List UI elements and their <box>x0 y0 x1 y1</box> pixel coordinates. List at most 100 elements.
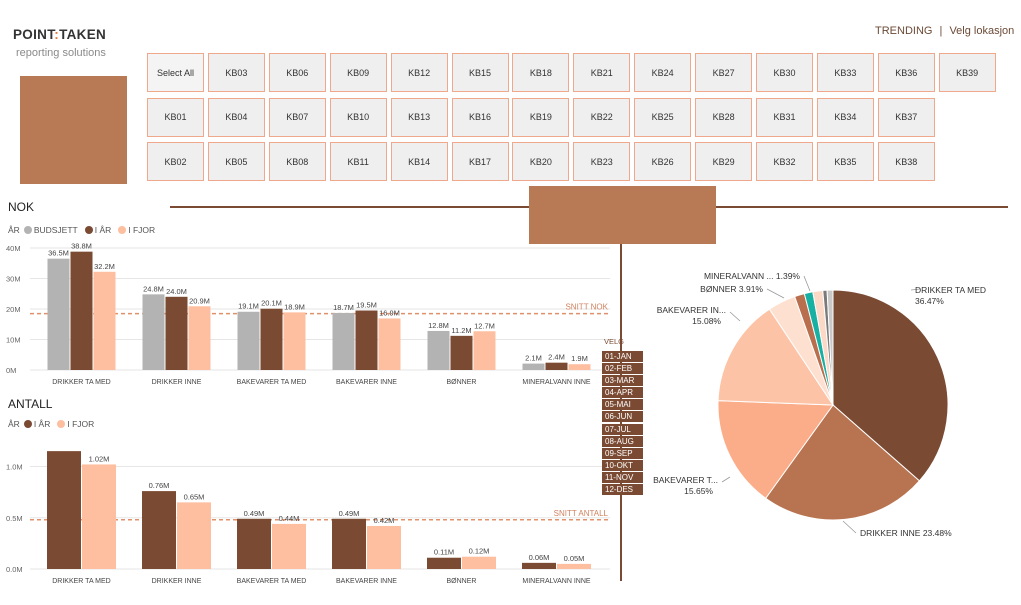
bar-bønner-2[interactable] <box>474 331 496 370</box>
data-label: 0.49M <box>339 509 360 518</box>
slicer-button-kb27[interactable]: KB27 <box>695 53 752 92</box>
slicer-button-kb35[interactable]: KB35 <box>817 142 874 181</box>
category-pie-chart: DRIKKER TA MED36.47%DRIKKER INNE 23.48%B… <box>630 255 1015 555</box>
x-category-label: BAKEVARER INNE <box>336 578 397 585</box>
bar-mineralvann-inne-0[interactable] <box>523 364 545 370</box>
slicer-button-kb09[interactable]: KB09 <box>330 53 387 92</box>
slicer-select-all-button[interactable]: Select All <box>147 53 204 92</box>
slicer-button-kb06[interactable]: KB06 <box>269 53 326 92</box>
bar-bakevarer-inne-2[interactable] <box>379 318 401 370</box>
legend-label: I FJOR <box>128 225 155 235</box>
x-category-label: MINERALVANN INNE <box>522 379 591 386</box>
bar-drikker-ta-med-0[interactable] <box>47 451 81 569</box>
slicer-button-kb14[interactable]: KB14 <box>391 142 448 181</box>
slicer-button-kb39[interactable]: KB39 <box>939 53 996 92</box>
bar-drikker-inne-1[interactable] <box>177 502 211 569</box>
logo-subtitle: reporting solutions <box>16 47 106 59</box>
data-label: 12.8M <box>428 321 449 330</box>
slicer-button-kb20[interactable]: KB20 <box>512 142 569 181</box>
slicer-button-kb11[interactable]: KB11 <box>330 142 387 181</box>
slicer-button-kb07[interactable]: KB07 <box>269 98 326 137</box>
slicer-button-kb34[interactable]: KB34 <box>817 98 874 137</box>
y-tick-label: 10M <box>6 336 21 345</box>
x-category-label: BAKEVARER TA MED <box>237 379 307 386</box>
bar-bakevarer-ta-med-0[interactable] <box>237 519 271 569</box>
bar-bakevarer-inne-0[interactable] <box>332 519 366 569</box>
slicer-button-kb03[interactable]: KB03 <box>208 53 265 92</box>
slicer-button-kb31[interactable]: KB31 <box>756 98 813 137</box>
slicer-button-kb15[interactable]: KB15 <box>452 53 509 92</box>
bar-mineralvann-inne-2[interactable] <box>569 364 591 370</box>
slicer-button-kb02[interactable]: KB02 <box>147 142 204 181</box>
data-label: 11.2M <box>451 326 471 335</box>
bar-bønner-0[interactable] <box>427 558 461 569</box>
bar-mineralvann-inne-0[interactable] <box>522 563 556 569</box>
slicer-button-kb01[interactable]: KB01 <box>147 98 204 137</box>
pie-label: BØNNER 3.91% <box>700 284 763 294</box>
divider-right <box>716 206 1008 208</box>
slicer-button-kb17[interactable]: KB17 <box>452 142 509 181</box>
bar-bakevarer-ta-med-2[interactable] <box>284 312 306 370</box>
bar-drikker-inne-0[interactable] <box>142 491 176 569</box>
slicer-button-kb22[interactable]: KB22 <box>573 98 630 137</box>
slicer-button-kb13[interactable]: KB13 <box>391 98 448 137</box>
slicer-button-kb19[interactable]: KB19 <box>512 98 569 137</box>
slicer-button-kb21[interactable]: KB21 <box>573 53 630 92</box>
nok-legend-previous[interactable]: I FJOR <box>118 225 155 235</box>
slicer-button-kb38[interactable]: KB38 <box>878 142 935 181</box>
logo-right: TAKEN <box>59 27 106 42</box>
bar-bønner-0[interactable] <box>428 331 450 370</box>
antall-legend-current[interactable]: I ÅR <box>24 419 51 429</box>
location-selector[interactable]: Velg lokasjon <box>949 25 1014 37</box>
legend-label: BUDSJETT <box>34 225 78 235</box>
slicer-button-kb23[interactable]: KB23 <box>573 142 630 181</box>
bar-mineralvann-inne-1[interactable] <box>546 363 568 370</box>
bar-drikker-inne-0[interactable] <box>143 294 165 370</box>
data-label: 0.11M <box>434 548 454 557</box>
slicer-button-kb28[interactable]: KB28 <box>695 98 752 137</box>
bar-drikker-ta-med-2[interactable] <box>94 272 116 370</box>
bar-bønner-1[interactable] <box>462 557 496 569</box>
legend-dot-icon <box>24 420 32 428</box>
slicer-button-kb10[interactable]: KB10 <box>330 98 387 137</box>
slicer-button-kb32[interactable]: KB32 <box>756 142 813 181</box>
slicer-button-kb26[interactable]: KB26 <box>634 142 691 181</box>
bar-bakevarer-ta-med-1[interactable] <box>272 524 306 569</box>
bar-bakevarer-ta-med-1[interactable] <box>261 309 283 370</box>
bar-drikker-ta-med-1[interactable] <box>82 464 116 569</box>
slicer-button-kb04[interactable]: KB04 <box>208 98 265 137</box>
bar-bakevarer-inne-1[interactable] <box>367 526 401 569</box>
bar-bakevarer-inne-0[interactable] <box>333 313 355 370</box>
divider-left <box>170 206 529 208</box>
bar-mineralvann-inne-1[interactable] <box>557 564 591 569</box>
bar-bakevarer-ta-med-0[interactable] <box>238 312 260 370</box>
slicer-button-kb36[interactable]: KB36 <box>878 53 935 92</box>
data-label: 0.65M <box>184 492 205 501</box>
slicer-button-kb37[interactable]: KB37 <box>878 98 935 137</box>
trending-link[interactable]: TRENDING <box>875 25 932 37</box>
x-category-label: DRIKKER INNE <box>152 578 202 585</box>
bar-drikker-inne-1[interactable] <box>166 297 188 370</box>
bar-bakevarer-inne-1[interactable] <box>356 311 378 370</box>
pie-label: BAKEVARER IN... <box>657 305 726 315</box>
slicer-button-kb30[interactable]: KB30 <box>756 53 813 92</box>
slicer-button-kb18[interactable]: KB18 <box>512 53 569 92</box>
slicer-button-kb25[interactable]: KB25 <box>634 98 691 137</box>
location-slicer: Select All KB03 KB06 KB09 KB12 KB15 KB18 KB21 KB… <box>147 53 997 185</box>
slicer-button-kb29[interactable]: KB29 <box>695 142 752 181</box>
bar-drikker-ta-med-1[interactable] <box>71 252 93 370</box>
bar-drikker-ta-med-0[interactable] <box>48 259 70 370</box>
antall-bar-chart: 0.0M0.5M1.0MSNITT ANTALL1.02MDRIKKER TA … <box>0 440 620 592</box>
slicer-button-kb08[interactable]: KB08 <box>269 142 326 181</box>
slicer-button-kb12[interactable]: KB12 <box>391 53 448 92</box>
bar-bønner-1[interactable] <box>451 336 473 370</box>
slicer-button-kb05[interactable]: KB05 <box>208 142 265 181</box>
nok-legend-current[interactable]: I ÅR <box>85 225 112 235</box>
nok-legend-budget[interactable]: BUDSJETT <box>24 225 78 235</box>
bar-drikker-inne-2[interactable] <box>189 306 211 370</box>
slicer-button-kb16[interactable]: KB16 <box>452 98 509 137</box>
slicer-button-kb24[interactable]: KB24 <box>634 53 691 92</box>
antall-legend-previous[interactable]: I FJOR <box>57 419 94 429</box>
slicer-button-kb33[interactable]: KB33 <box>817 53 874 92</box>
data-label: 18.9M <box>284 302 305 311</box>
